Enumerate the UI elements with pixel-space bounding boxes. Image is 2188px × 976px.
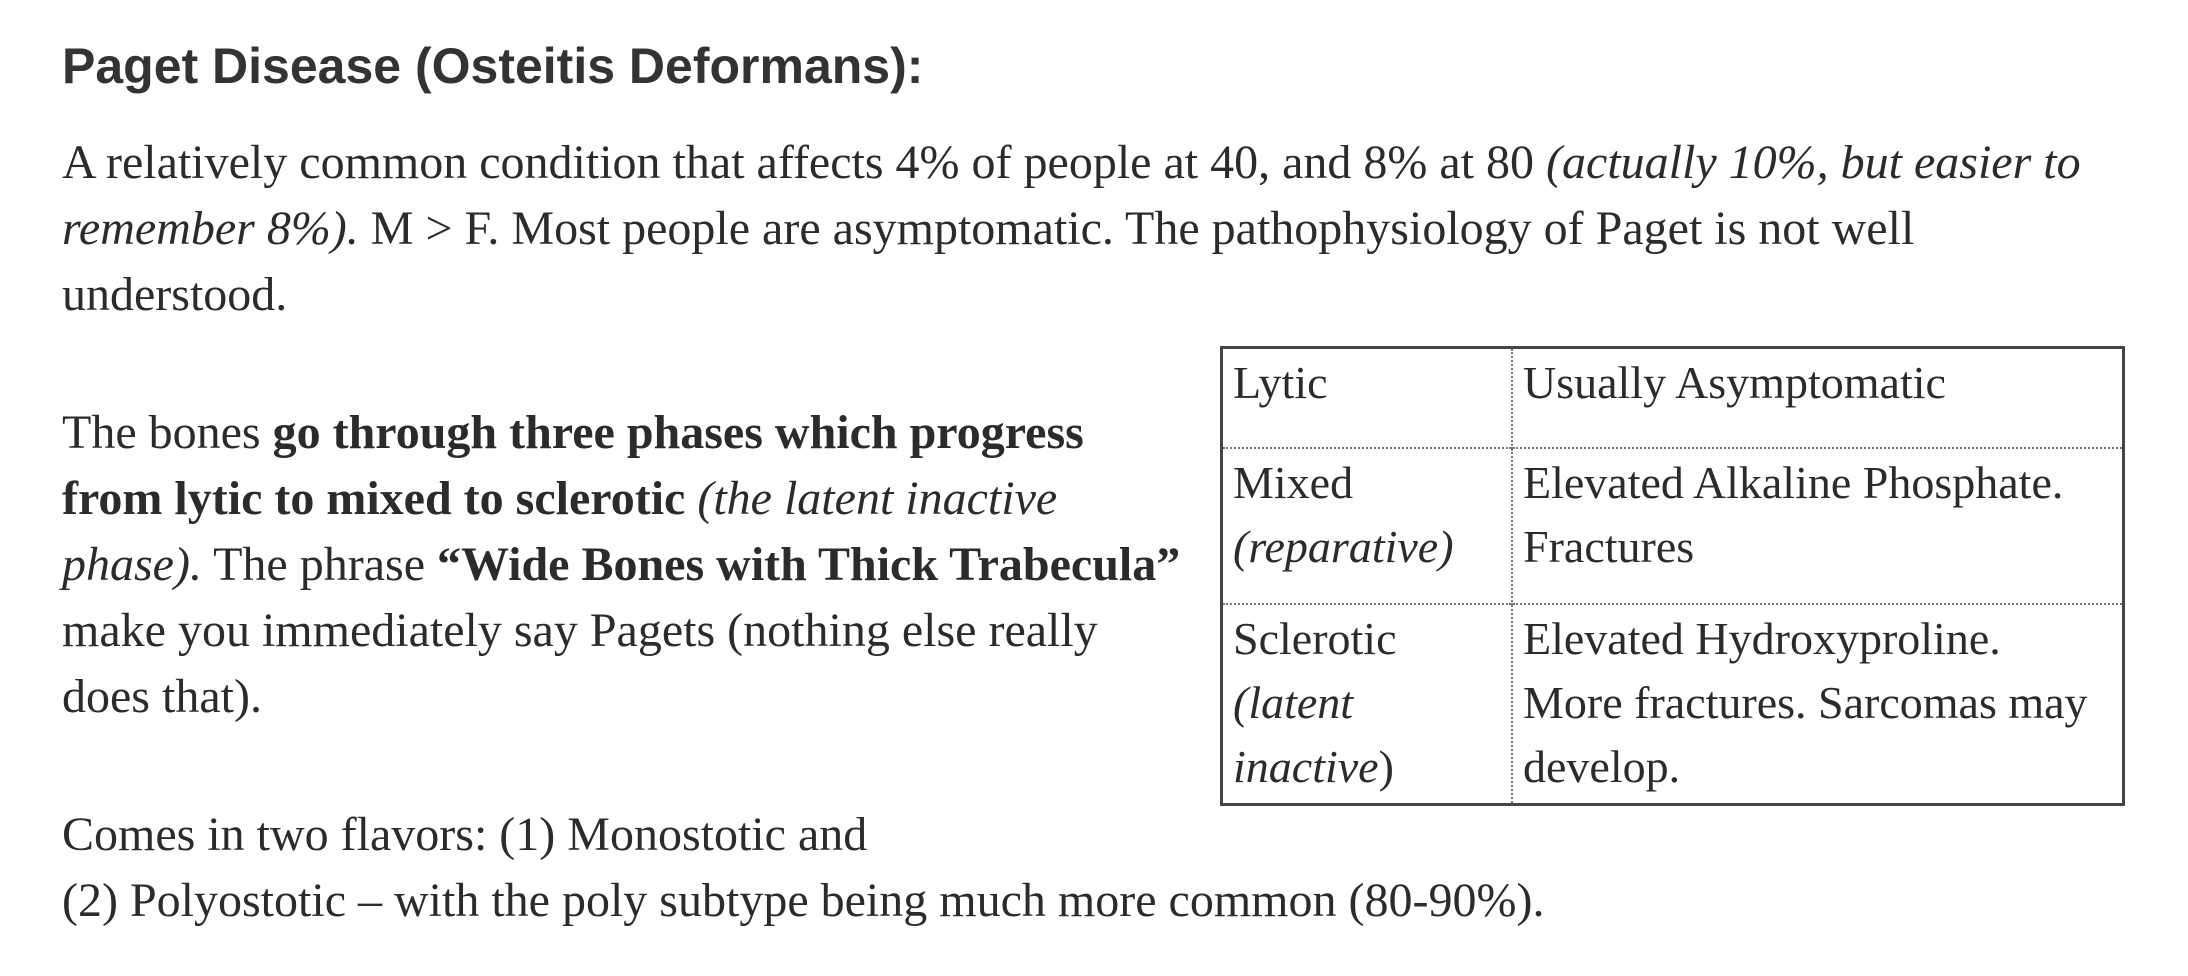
description-cell: Usually Asymptomatic (1511, 347, 2124, 448)
phases-bold-progression: go through three phases which progress f… (62, 406, 1084, 525)
table-row: Mixed (reparative) Elevated Alkaline Phos… (1221, 447, 2124, 604)
phase-name: Sclerotic (1233, 613, 1397, 664)
phases-spacer (685, 472, 697, 525)
phases-paragraph: The bones go through three phases which … (62, 400, 1182, 730)
phase-name: Mixed (1233, 457, 1354, 508)
page-title: Paget Disease (Osteitis Deformans): (62, 38, 924, 94)
phase-cell: Mixed (reparative) (1221, 447, 1512, 604)
table-row: Sclerotic (latent inactive) Elevated Hydr… (1221, 603, 2124, 805)
intro-text: A relatively common condition that affec… (62, 136, 1547, 189)
phase-description: Usually Asymptomatic (1523, 357, 1946, 408)
phases-text: The bones (62, 406, 273, 459)
phase-name: Lytic (1233, 357, 1328, 408)
phases-text-end: make you immediately say Pagets (nothing… (62, 604, 1098, 723)
phase-note: (latent inactive (1233, 677, 1379, 792)
flavors-line-1: Comes in two flavors: (1) Monostotic and (62, 808, 868, 861)
phase-note: (reparative) (1233, 521, 1454, 572)
phases-italic-note: (the latent inactive phase). (62, 472, 1058, 591)
flavors-paragraph: Comes in two flavors: (1) Monostotic and… (62, 802, 2142, 934)
intro-text-continued: M > F. Most people are asymptomatic. The… (62, 202, 1915, 321)
description-cell: Elevated Hydroxyproline. More fractures.… (1511, 603, 2124, 805)
intro-paragraph: A relatively common condition that affec… (62, 130, 2142, 328)
phase-cell: Lytic (1222, 348, 1513, 449)
phase-description: Elevated Hydroxyproline. More fractures.… (1523, 613, 2088, 792)
intro-italic-note: (actually 10%, but easier to remember 8%… (62, 136, 2081, 255)
table-row: Lytic Usually Asymptomatic (1222, 347, 2124, 449)
description-cell: Elevated Alkaline Phosphate. Fractures (1511, 447, 2124, 604)
phase-description: Elevated Alkaline Phosphate. Fractures (1523, 457, 2064, 572)
phases-bold-quote: “Wide Bones with Thick Trabecula” (437, 538, 1181, 591)
phase-table: Lytic Usually Asymptomatic Mixed (reparat… (1220, 346, 2125, 806)
flavors-line-2: (2) Polyostotic – with the poly subtype … (62, 874, 1545, 927)
phases-text-phrase: The phrase (201, 538, 437, 591)
phase-note-tail: ) (1378, 741, 1394, 792)
phase-cell: Sclerotic (latent inactive) (1221, 603, 1512, 805)
